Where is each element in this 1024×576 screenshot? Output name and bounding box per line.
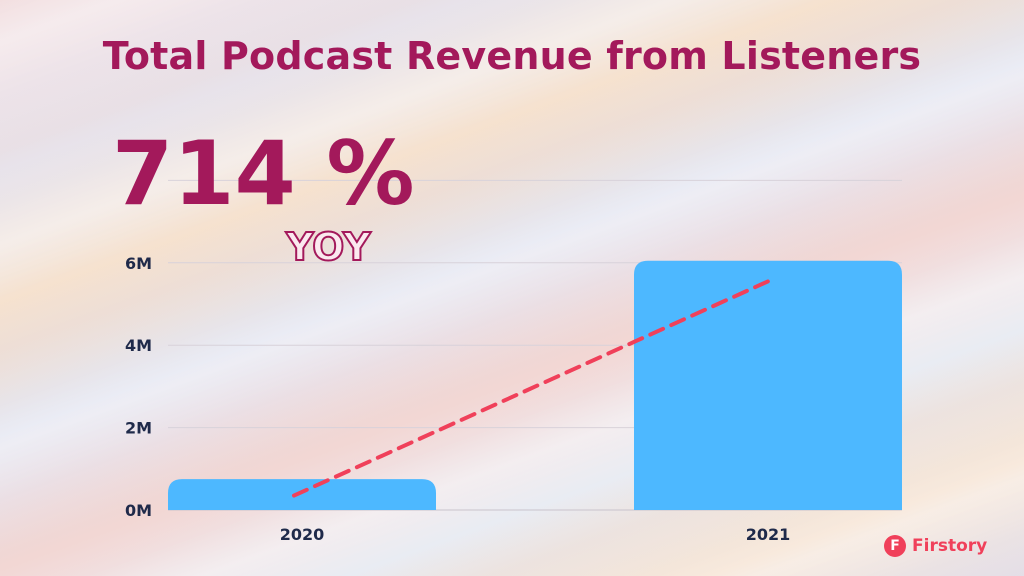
bar-2021 xyxy=(634,260,902,510)
y-tick-label: 4M xyxy=(125,336,152,355)
trend-line xyxy=(292,279,770,498)
chart-title: Total Podcast Revenue from Listeners xyxy=(102,34,922,78)
yoy-label: YOY xyxy=(285,225,372,269)
yoy-percent-value: 714 % xyxy=(112,122,415,225)
firstory-logo-icon: F xyxy=(884,535,906,557)
bar-2020 xyxy=(168,479,436,510)
x-tick-label: 2020 xyxy=(280,525,325,544)
y-tick-label: 0M xyxy=(125,501,152,520)
y-tick-label: 2M xyxy=(125,419,152,438)
y-tick-label: 6M xyxy=(125,254,152,273)
x-tick-label: 2021 xyxy=(746,525,791,544)
brand-name: Firstory xyxy=(912,536,988,556)
firstory-logo: F Firstory xyxy=(884,532,987,560)
